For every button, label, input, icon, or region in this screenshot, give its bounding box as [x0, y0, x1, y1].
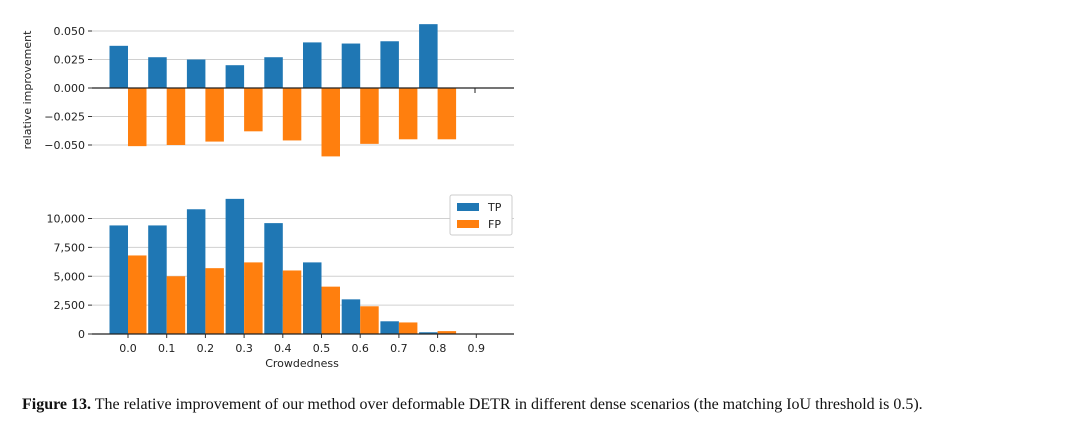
- bottom-x-tick-label: 0.7: [390, 342, 408, 355]
- bottom-x-tick-label: 0.4: [274, 342, 292, 355]
- bar-tp: [109, 225, 128, 334]
- top-bar-series-1: [109, 45, 128, 88]
- top-bar-series-2: [437, 88, 457, 140]
- bar-tp: [225, 198, 245, 334]
- bar-tp: [303, 262, 322, 334]
- top-bar-series-2: [166, 88, 186, 145]
- top-y-tick-label: 0.000: [54, 82, 86, 95]
- top-y-tick-label: −0.050: [44, 139, 85, 152]
- bar-tp: [341, 299, 361, 334]
- bar-fp: [128, 255, 147, 334]
- top-bar-series-1: [341, 43, 361, 88]
- bottom-x-tick-label: 0.9: [468, 342, 486, 355]
- top-y-tick-label: −0.025: [44, 111, 85, 124]
- bottom-x-tick-label: 0.6: [351, 342, 369, 355]
- bottom-x-tick-label: 0.1: [158, 342, 176, 355]
- top-bar-series-1: [264, 57, 283, 88]
- relative-improvement-chart: relative improvement 0.050 0.025 0.000 −0.0…: [21, 24, 514, 157]
- top-bar-series-2: [321, 88, 340, 157]
- top-bar-series-1: [186, 59, 206, 88]
- top-bar-series-1: [303, 42, 322, 88]
- bottom-y-tick-label: 0: [78, 328, 85, 341]
- bottom-y-tick-label: 7,500: [54, 241, 86, 254]
- top-bar-series-2: [360, 88, 379, 144]
- bottom-y-tick-label: 5,000: [54, 270, 86, 283]
- top-y-axis-label: relative improvement: [21, 30, 34, 149]
- top-y-tick-label: 0.050: [54, 25, 86, 38]
- bottom-x-tick-label: 0.0: [119, 342, 137, 355]
- top-bar-series-2: [282, 88, 302, 141]
- figure-caption: Figure 13. The relative improvement of o…: [22, 394, 1062, 416]
- bottom-x-axis-label: Crowdedness: [265, 357, 339, 370]
- bottom-x-tick-label: 0.2: [197, 342, 215, 355]
- bar-fp: [282, 270, 302, 334]
- bar-fp: [166, 276, 186, 334]
- legend-label-fp: FP: [488, 218, 501, 231]
- bar-fp: [321, 286, 340, 334]
- bar-fp: [398, 322, 418, 334]
- bar-tp: [419, 332, 438, 334]
- bar-tp: [264, 223, 283, 334]
- tp-fp-count-chart: Crowdedness 0 2,500 5,000 7,500 10,000 0.0 0.1…: [47, 194, 514, 370]
- bar-fp: [205, 268, 224, 334]
- bottom-y-tick-label: 10,000: [47, 213, 86, 226]
- top-bar-series-2: [244, 88, 263, 132]
- caption-text: The relative improvement of our method o…: [91, 396, 923, 413]
- bar-fp: [360, 306, 379, 334]
- bar-tp: [186, 209, 206, 334]
- legend-swatch-fp: [457, 220, 479, 228]
- bottom-x-tick-label: 0.5: [313, 342, 331, 355]
- bar-tp: [148, 225, 167, 334]
- legend-frame: [449, 194, 513, 236]
- legend-swatch-tp: [457, 203, 479, 211]
- top-bar-series-1: [419, 24, 438, 88]
- top-bar-series-1: [148, 57, 167, 88]
- bottom-y-tick-label: 2,500: [54, 299, 86, 312]
- bar-fp: [437, 331, 457, 334]
- bottom-x-tick-label: 0.8: [429, 342, 447, 355]
- bar-fp: [244, 262, 263, 334]
- figure: relative improvement 0.050 0.025 0.000 −0.0…: [21, 24, 514, 370]
- bar-tp: [380, 321, 399, 334]
- legend-label-tp: TP: [487, 201, 502, 214]
- top-bar-series-2: [128, 88, 147, 147]
- bottom-x-tick-label: 0.3: [235, 342, 253, 355]
- top-bar-series-1: [225, 65, 245, 88]
- top-bar-series-2: [205, 88, 224, 142]
- top-bar-series-2: [398, 88, 418, 140]
- top-bar-series-1: [380, 41, 399, 88]
- legend: TP FP: [449, 194, 513, 236]
- caption-label: Figure 13.: [22, 396, 92, 413]
- top-y-tick-label: 0.025: [54, 54, 86, 67]
